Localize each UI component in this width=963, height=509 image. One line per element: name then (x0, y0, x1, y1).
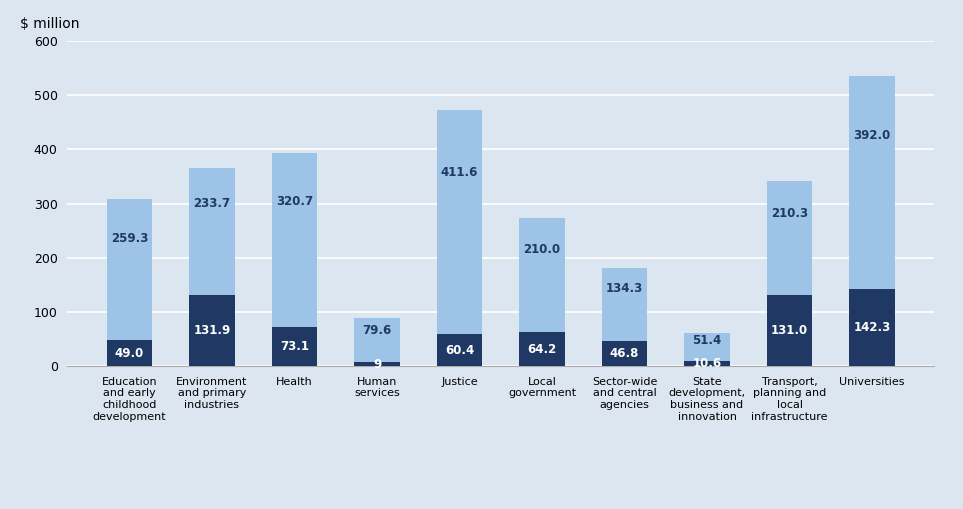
Bar (849, 76, 895, 289)
Bar (849, 289, 895, 366)
Text: 10.6: 10.6 (692, 357, 721, 370)
Bar (272, 153, 317, 327)
Bar (519, 218, 564, 332)
Bar (107, 340, 152, 366)
Text: 51.4: 51.4 (692, 334, 721, 347)
Bar (519, 332, 564, 366)
Text: 320.7: 320.7 (276, 195, 313, 208)
Text: 73.1: 73.1 (280, 340, 309, 353)
Text: 210.3: 210.3 (771, 207, 808, 220)
Bar (767, 181, 812, 295)
Y-axis label: $ million: $ million (19, 17, 79, 31)
Text: 131.9: 131.9 (194, 324, 230, 337)
Text: 210.0: 210.0 (524, 243, 560, 256)
Bar (685, 361, 730, 366)
Text: 131.0: 131.0 (771, 324, 808, 337)
Bar (602, 341, 647, 366)
Bar (272, 327, 317, 366)
Text: 259.3: 259.3 (111, 232, 148, 245)
Bar (685, 333, 730, 361)
Text: 79.6: 79.6 (362, 324, 392, 337)
Text: 49.0: 49.0 (115, 347, 144, 360)
Text: 9: 9 (373, 357, 381, 371)
Text: 233.7: 233.7 (194, 197, 230, 210)
Text: 64.2: 64.2 (528, 343, 557, 356)
Bar (437, 334, 482, 366)
Text: 142.3: 142.3 (853, 321, 891, 334)
Bar (437, 110, 482, 334)
Bar (190, 168, 235, 295)
Text: 46.8: 46.8 (610, 347, 639, 360)
Text: 60.4: 60.4 (445, 344, 474, 357)
Bar (602, 268, 647, 341)
Text: 392.0: 392.0 (853, 129, 891, 143)
Bar (354, 318, 400, 361)
Bar (107, 199, 152, 340)
Text: 134.3: 134.3 (606, 282, 643, 295)
Bar (190, 295, 235, 366)
Legend: Average capital ICT expenditure, Average operational ICT expenditure: Average capital ICT expenditure, Average… (227, 503, 774, 509)
Text: 411.6: 411.6 (441, 166, 479, 179)
Bar (767, 295, 812, 366)
Bar (354, 361, 400, 366)
